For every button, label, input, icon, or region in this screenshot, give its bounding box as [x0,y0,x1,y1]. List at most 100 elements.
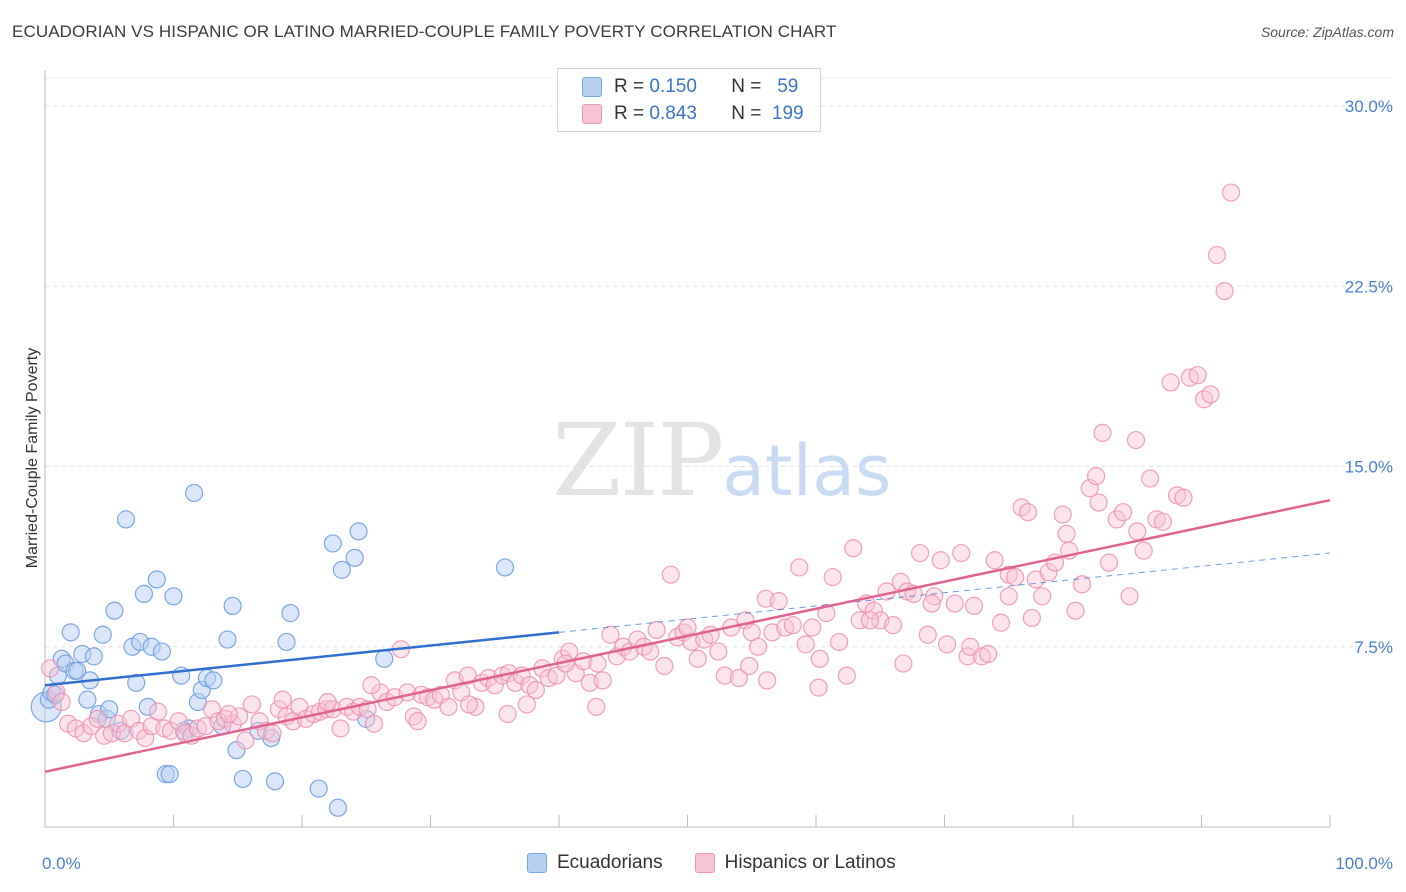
y-tick-label: 30.0% [1345,97,1393,116]
hispanic-point [1053,505,1072,524]
ecuadorian-point [233,769,252,789]
hispanic-point [796,635,815,654]
legend-r-value: 0.150 [649,76,697,97]
hispanic-points [41,183,1241,750]
hispanic-point [837,666,856,685]
hispanic-point [1099,553,1119,572]
ecuadorian-point [223,596,242,616]
series-legend-ecuadorians[interactable]: Ecuadorians [527,852,663,874]
ecuadorian-point [495,558,515,577]
ecuadorian-point [332,560,351,579]
legend-row-ecuadorians: R = 0.150 N = 59 [582,75,798,99]
hispanic-point [1221,183,1241,202]
watermark-atlas: atlas [722,430,892,512]
hispanic-point [1006,567,1025,587]
hispanic-point [458,666,477,685]
x-tick-label: 100.0% [1335,854,1393,873]
hispanic-point [498,704,517,724]
hispanic-point [803,618,822,637]
hispanic-point [82,716,101,736]
hispanic-point [922,594,941,613]
hispanic-point [1174,488,1193,507]
hispanic-point [883,616,903,635]
hispanic-point [1126,430,1146,450]
ecuadorian-point [309,779,328,798]
ecuadorian-point [277,632,296,652]
ecuadorian-point [127,673,146,692]
ecuadorian-points [30,483,515,817]
hispanic-point [860,611,880,630]
series-legend-hispanics[interactable]: Hispanics or Latinos [694,852,896,874]
hispanic-trend-line [44,498,1331,773]
hispanic-point [628,630,647,649]
hispanic-point [1140,469,1160,488]
hispanic-point [758,671,777,690]
hispanic-point [41,659,60,678]
y-tick-label: 15.0% [1345,458,1393,477]
series-swatch-blue [527,853,547,873]
ecuadorian-point [349,522,368,541]
ecuadorian-point [265,772,285,791]
ecuadorian-point [328,798,348,817]
ecuadorian-point [152,642,172,661]
hispanic-point [242,695,261,714]
x-tick-marks [44,815,1331,827]
legend-n-value: 199 [771,103,804,124]
hispanic-point [506,673,525,692]
watermark-zip: ZIP [552,402,724,519]
hispanic-point [952,543,971,563]
hispanic-point [88,709,107,728]
ecuadorian-trend-line [44,631,560,687]
ecuadorian-point [184,483,204,503]
hispanic-point [236,731,255,750]
hispanic-point [1087,467,1106,486]
tick-labels: 7.5% 15.0% 22.5% 30.0% 0.0% 100.0% [42,97,1393,873]
hispanic-point [647,620,666,640]
hispanic-point [894,654,913,673]
ecuadorian-point [204,671,223,690]
hispanic-point [850,611,869,630]
hispanic-point [1089,493,1108,512]
hispanic-point [1120,587,1139,606]
hispanic-point [1134,541,1153,560]
ecuadorian-point [105,601,124,620]
ecuadorian-point [68,661,87,680]
hispanic-point [439,697,458,716]
grid-lines [45,77,1392,648]
hispanic-point [1153,512,1173,531]
hispanic-point [269,700,288,719]
hispanic-point [547,666,566,685]
hispanic-point [1161,373,1180,392]
hispanic-point [991,613,1011,632]
legend-n-value: 59 [777,76,799,97]
y-tick-label: 7.5% [1354,638,1393,657]
legend-row-hispanics: R = 0.843 N = 199 [582,102,804,126]
y-tick-label: 22.5% [1345,277,1393,296]
hispanic-point [601,625,620,644]
trend-lines [44,498,1331,773]
hispanic-point [331,719,350,738]
hispanic-point [809,678,828,697]
hispanic-point [526,680,545,700]
hispanic-point [790,558,809,577]
hispanic-point [74,724,93,743]
ecuadorian-point [164,587,183,606]
ecuadorian-point [138,697,157,716]
hispanic-point [688,649,707,668]
y-axis-label: Married-Couple Family Poverty [24,348,41,569]
ecuadorian-point [147,570,166,589]
hispanic-point [459,695,479,714]
ecuadorian-point [116,510,136,529]
hispanic-point [783,616,802,635]
hispanic-point [810,649,829,668]
hispanic-point [1072,575,1092,594]
legend-r-value: 0.843 [649,103,697,124]
ecuadorian-point [218,630,237,649]
hispanic-point [1207,245,1227,265]
ecuadorian-point [84,647,103,666]
hispanic-point [587,697,606,716]
correlation-legend: R = 0.150 N = 59 R = 0.843 N = 199 [557,68,821,132]
ecuadorian-point [323,534,342,553]
hispanic-point [362,676,381,695]
